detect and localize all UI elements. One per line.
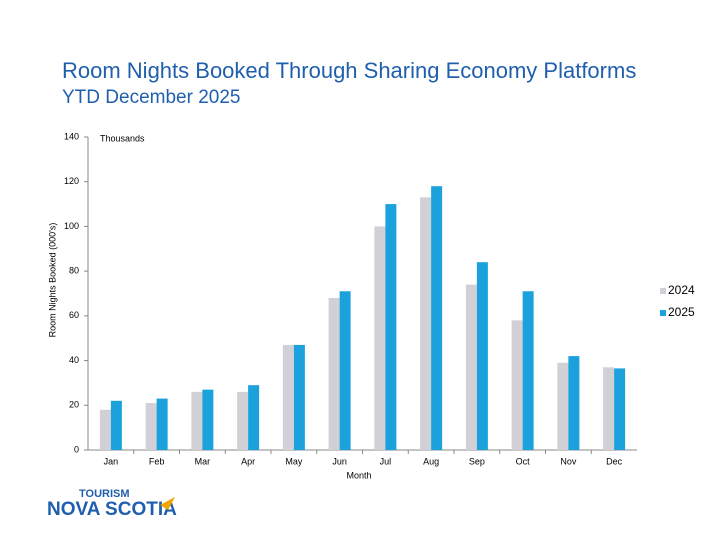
bar xyxy=(385,204,397,450)
y-tick-label: 120 xyxy=(64,176,79,186)
y-axis-label: Room Nights Booked (000's) xyxy=(47,223,57,338)
logo-line2: NOVA SCOTIA xyxy=(47,499,177,520)
legend-swatch xyxy=(660,288,666,294)
y-tick-label: 20 xyxy=(69,400,79,410)
x-tick-label: Dec xyxy=(606,456,623,466)
unit-note: Thousands xyxy=(100,133,145,143)
bar xyxy=(202,389,214,450)
x-tick-label: Jan xyxy=(104,456,119,466)
legend-swatch xyxy=(660,310,666,316)
bar xyxy=(476,262,488,450)
bar xyxy=(145,403,157,450)
logo-line1: TOURISM xyxy=(79,488,130,500)
x-tick-label: Oct xyxy=(516,456,531,466)
x-axis-label: Month xyxy=(346,470,371,480)
x-tick-label: Jul xyxy=(380,456,392,466)
bar xyxy=(191,391,203,450)
bar xyxy=(110,400,122,450)
y-tick-label: 60 xyxy=(69,310,79,320)
bar xyxy=(293,344,305,450)
bar xyxy=(99,409,111,450)
legend-label: 2024 xyxy=(668,283,695,297)
bar xyxy=(511,320,523,450)
bar xyxy=(420,197,432,450)
x-tick-label: May xyxy=(285,456,303,466)
legend-label: 2025 xyxy=(668,305,695,319)
x-tick-label: Jun xyxy=(332,456,347,466)
bar xyxy=(237,391,249,450)
x-tick-label: Feb xyxy=(149,456,165,466)
x-tick-label: Sep xyxy=(469,456,485,466)
bar xyxy=(465,284,477,450)
chart-subtitle: YTD December 2025 xyxy=(62,87,240,108)
bar xyxy=(568,356,580,450)
y-tick-label: 40 xyxy=(69,355,79,365)
chart-title: Room Nights Booked Through Sharing Econo… xyxy=(62,58,636,83)
y-tick-label: 0 xyxy=(74,444,79,454)
bar xyxy=(282,344,294,450)
logo-mark xyxy=(160,497,175,510)
bar xyxy=(603,367,615,450)
bar xyxy=(156,398,168,450)
bar xyxy=(557,362,569,450)
x-tick-label: Apr xyxy=(241,456,255,466)
y-tick-label: 140 xyxy=(64,131,79,141)
bar xyxy=(522,291,534,450)
bar xyxy=(374,226,386,450)
y-tick-label: 100 xyxy=(64,221,79,231)
y-tick-label: 80 xyxy=(69,266,79,276)
bar xyxy=(339,291,351,450)
bar xyxy=(431,186,443,450)
x-tick-label: Aug xyxy=(423,456,439,466)
x-tick-label: Mar xyxy=(195,456,211,466)
bar xyxy=(328,297,340,450)
x-tick-label: Nov xyxy=(560,456,577,466)
bar xyxy=(614,368,626,450)
bar xyxy=(248,385,260,450)
